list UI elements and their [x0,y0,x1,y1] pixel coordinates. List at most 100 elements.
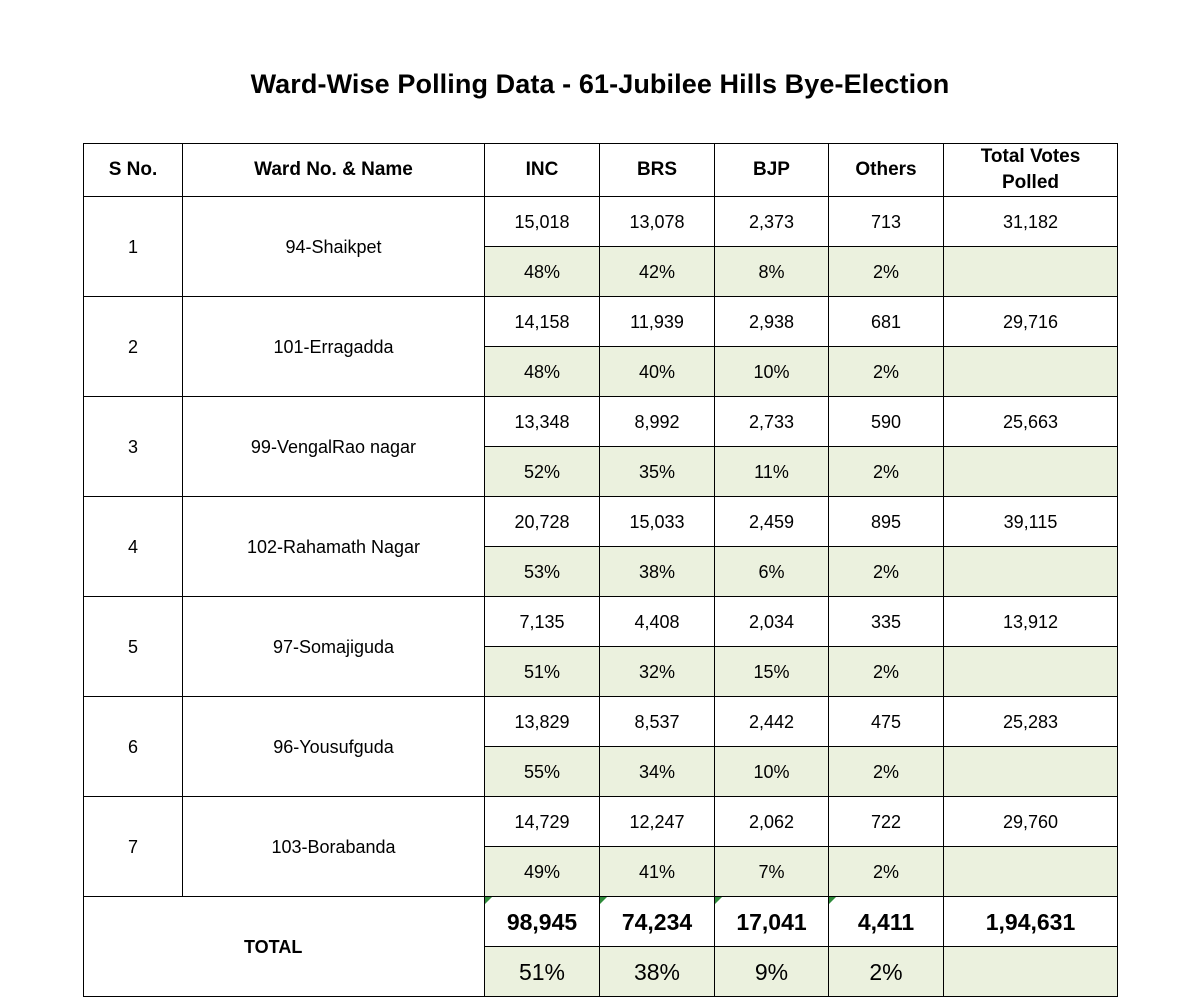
header-total-votes: Total Votes Polled [943,143,1118,197]
cell-total-blank [943,746,1118,797]
header-total-line2: Polled [1001,172,1059,193]
cell-total-votes: 29,716 [943,296,1118,347]
cell-brs-percent: 41% [599,846,715,897]
cell-inc-votes: 20,728 [484,496,600,547]
cell-sno: 7 [83,796,183,897]
cell-brs-votes: 13,078 [599,196,715,247]
cell-bjp-percent: 10% [714,346,829,397]
total-others-votes: 4,411 [828,896,944,947]
cell-bjp-votes: 2,034 [714,596,829,647]
cell-ward-name: 97-Somajiguda [182,596,485,697]
header-row: S No. Ward No. & Name INC BRS BJP Others… [83,143,1118,197]
cell-total-blank [943,846,1118,897]
table-row-votes: 2 101-Erragadda 14,158 11,939 2,938 681 29,716 [83,296,1118,397]
cell-ward-name: 101-Erragadda [182,296,485,397]
cell-bjp-percent: 8% [714,246,829,297]
total-bjp-value: 17,041 [736,909,807,935]
cell-inc-votes: 15,018 [484,196,600,247]
cell-others-percent: 2% [828,846,944,897]
cell-bjp-votes: 2,733 [714,396,829,447]
table-row-percent: 52% 35% 11% 2% [84,446,1118,497]
table-row-votes: 1 94-Shaikpet 15,018 13,078 2,373 713 31,182 [83,196,1118,297]
header-inc: INC [484,143,600,197]
total-row-votes: TOTAL 98,945 74,234 17,041 4,411 1,94,631 [83,896,1118,997]
cell-others-votes: 895 [828,496,944,547]
cell-others-percent: 2% [828,446,944,497]
cell-bjp-votes: 2,442 [714,696,829,747]
cell-brs-percent: 38% [599,546,715,597]
total-bjp-percent: 9% [714,946,829,997]
cell-others-votes: 681 [828,296,944,347]
cell-error-flag-icon [829,897,836,904]
total-label: TOTAL [83,896,485,997]
table-row-votes: 7 103-Borabanda 14,729 12,247 2,062 722 29,760 [83,796,1118,897]
cell-bjp-votes: 2,373 [714,196,829,247]
cell-error-flag-icon [715,897,722,904]
cell-sno: 5 [83,596,183,697]
table-row-votes: 4 102-Rahamath Nagar 20,728 15,033 2,459 895 3… [83,496,1118,597]
total-row-percent: 51% 38% 9% 2% [84,946,1118,997]
cell-bjp-votes: 2,459 [714,496,829,547]
cell-others-votes: 590 [828,396,944,447]
total-others-percent: 2% [828,946,944,997]
cell-bjp-percent: 15% [714,646,829,697]
cell-brs-percent: 32% [599,646,715,697]
cell-brs-votes: 8,537 [599,696,715,747]
header-bjp: BJP [714,143,829,197]
cell-total-votes: 25,283 [943,696,1118,747]
cell-bjp-percent: 6% [714,546,829,597]
cell-ward-name: 103-Borabanda [182,796,485,897]
cell-error-flag-icon [600,897,607,904]
cell-inc-votes: 7,135 [484,596,600,647]
table-row-votes: 3 99-VengalRao nagar 13,348 8,992 2,733 590 25… [83,396,1118,497]
table-row-votes: 6 96-Yousufguda 13,829 8,537 2,442 475 25,283 [83,696,1118,797]
cell-bjp-votes: 2,938 [714,296,829,347]
cell-sno: 2 [83,296,183,397]
cell-inc-percent: 52% [484,446,600,497]
cell-inc-votes: 14,729 [484,796,600,847]
cell-total-votes: 39,115 [943,496,1118,547]
total-brs-percent: 38% [599,946,715,997]
cell-brs-votes: 12,247 [599,796,715,847]
cell-others-percent: 2% [828,746,944,797]
total-grand-blank [943,946,1118,997]
table-row-percent: 53% 38% 6% 2% [84,546,1118,597]
header-ward: Ward No. & Name [182,143,485,197]
table-row-percent: 51% 32% 15% 2% [84,646,1118,697]
cell-total-blank [943,646,1118,697]
total-grand-votes: 1,94,631 [943,896,1118,947]
cell-others-votes: 335 [828,596,944,647]
cell-total-votes: 31,182 [943,196,1118,247]
cell-brs-votes: 11,939 [599,296,715,347]
header-sno: S No. [83,143,183,197]
cell-others-percent: 2% [828,646,944,697]
polling-table: S No. Ward No. & Name INC BRS BJP Others… [83,143,1118,997]
header-others: Others [828,143,944,197]
cell-brs-votes: 8,992 [599,396,715,447]
cell-ward-name: 102-Rahamath Nagar [182,496,485,597]
cell-total-blank [943,246,1118,297]
header-brs: BRS [599,143,715,197]
cell-brs-percent: 35% [599,446,715,497]
table-row-percent: 49% 41% 7% 2% [84,846,1118,897]
cell-inc-votes: 14,158 [484,296,600,347]
cell-bjp-percent: 10% [714,746,829,797]
cell-inc-percent: 49% [484,846,600,897]
cell-sno: 4 [83,496,183,597]
cell-bjp-percent: 7% [714,846,829,897]
total-bjp-votes: 17,041 [714,896,829,947]
cell-brs-votes: 15,033 [599,496,715,547]
total-inc-percent: 51% [484,946,600,997]
table-row-percent: 48% 42% 8% 2% [84,246,1118,297]
cell-inc-percent: 51% [484,646,600,697]
total-brs-value: 74,234 [621,909,693,935]
cell-others-votes: 722 [828,796,944,847]
cell-inc-percent: 48% [484,346,600,397]
cell-inc-votes: 13,348 [484,396,600,447]
cell-inc-percent: 53% [484,546,600,597]
cell-inc-percent: 55% [484,746,600,797]
cell-total-blank [943,446,1118,497]
cell-sno: 1 [83,196,183,297]
cell-sno: 6 [83,696,183,797]
cell-others-votes: 475 [828,696,944,747]
